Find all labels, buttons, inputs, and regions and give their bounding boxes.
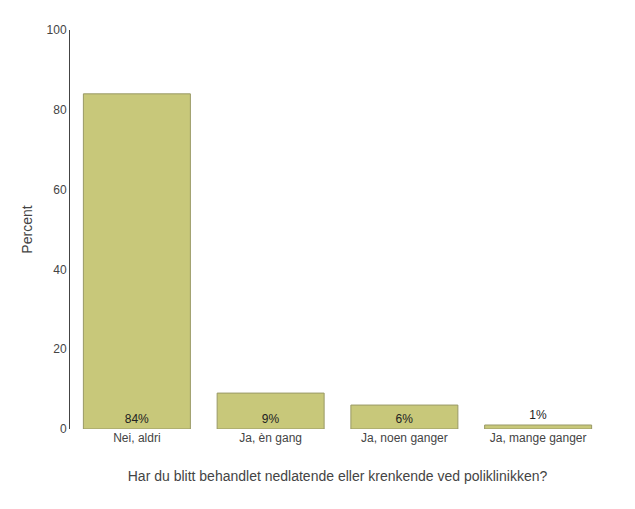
svg-text:6%: 6% [396, 412, 414, 426]
svg-text:20: 20 [53, 342, 67, 356]
svg-text:1%: 1% [529, 408, 547, 422]
svg-text:84%: 84% [125, 412, 149, 426]
svg-text:Ja, noen ganger: Ja, noen ganger [361, 431, 448, 445]
svg-text:9%: 9% [262, 412, 280, 426]
svg-text:0: 0 [60, 422, 67, 436]
svg-text:Ja, mange ganger: Ja, mange ganger [490, 431, 587, 445]
svg-text:Har du blitt behandlet nedlate: Har du blitt behandlet nedlatende eller … [128, 468, 548, 484]
svg-text:60: 60 [53, 183, 67, 197]
svg-text:Ja, èn gang: Ja, èn gang [239, 431, 302, 445]
svg-text:Nei, aldri: Nei, aldri [113, 431, 160, 445]
svg-text:Percent: Percent [19, 205, 35, 253]
svg-text:100: 100 [47, 23, 67, 37]
svg-text:80: 80 [53, 103, 67, 117]
svg-text:40: 40 [53, 263, 67, 277]
